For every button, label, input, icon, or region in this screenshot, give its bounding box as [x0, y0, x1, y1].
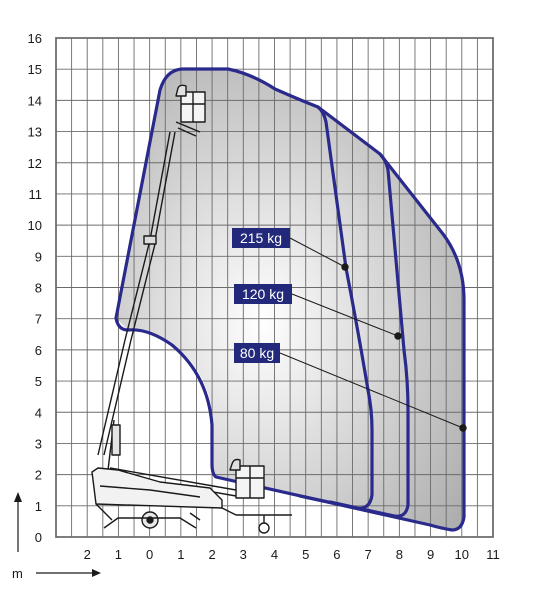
x-tick-label: 6 [333, 547, 340, 562]
x-tick-label: 1 [115, 547, 122, 562]
y-tick-label: 5 [35, 374, 42, 389]
x-tick-label: 10 [455, 547, 469, 562]
leader-dot [394, 332, 402, 340]
y-tick-label: 10 [28, 218, 42, 233]
y-tick-label: 6 [35, 343, 42, 358]
y-tick-label: 7 [35, 312, 42, 327]
x-tick-label: 2 [84, 547, 91, 562]
leader-line [291, 293, 399, 337]
x-tick-label: 2 [208, 547, 215, 562]
leader-line [289, 237, 346, 268]
label-leader-lines [279, 237, 467, 432]
capacity-label-text: 80 kg [240, 345, 274, 361]
envelope-80kg [114, 67, 466, 532]
capacity-label: 215 kg [232, 228, 290, 248]
capacity-label: 120 kg [234, 284, 292, 304]
x-tick-label: 9 [427, 547, 434, 562]
leader-dot [341, 263, 349, 271]
y-tick-label: 0 [35, 530, 42, 545]
y-tick-label: 11 [29, 187, 43, 202]
y-tick-label: 8 [35, 281, 42, 296]
envelope-215kg [298, 105, 374, 510]
x-tick-label: 4 [271, 547, 278, 562]
x-tick-label: 3 [240, 547, 247, 562]
capacity-label: 80 kg [234, 343, 280, 363]
capacity-label-text: 120 kg [242, 286, 284, 302]
x-axis-unit: m [12, 566, 23, 581]
capacity-label-text: 215 kg [240, 230, 282, 246]
x-axis-ticks: 2 1 0 1 2 3 4 5 6 7 8 9 10 11 [84, 547, 500, 562]
x-tick-label: 8 [396, 547, 403, 562]
leader-line [279, 352, 464, 429]
envelope-curves [114, 67, 466, 532]
axis-annotation: m [12, 492, 101, 581]
capacity-label-box [234, 284, 292, 304]
x-tick-label: 7 [365, 547, 372, 562]
aerial-work-platform-machine-icon [91, 84, 292, 534]
y-tick-label: 4 [35, 405, 42, 420]
y-tick-label: 3 [35, 436, 42, 451]
y-tick-label: 9 [35, 249, 42, 264]
arrow-right-icon [92, 569, 101, 577]
y-tick-label: 13 [28, 125, 42, 140]
y-tick-label: 15 [28, 62, 42, 77]
arrow-up-icon [14, 492, 22, 502]
y-tick-label: 1 [35, 499, 42, 514]
y-tick-label: 2 [35, 468, 42, 483]
x-tick-label: 0 [146, 547, 153, 562]
x-tick-label: 1 [177, 547, 184, 562]
x-tick-label: 5 [302, 547, 309, 562]
capacity-label-box [234, 343, 280, 363]
y-tick-label: 12 [28, 156, 42, 171]
x-tick-label: 11 [486, 547, 500, 562]
envelope-120kg [328, 152, 410, 518]
capacity-labels: 215 kg 120 kg 80 kg [232, 228, 292, 363]
y-tick-label: 16 [28, 31, 42, 46]
y-tick-label: 14 [28, 93, 42, 108]
capacity-label-box [232, 228, 290, 248]
leader-dot [459, 424, 467, 432]
